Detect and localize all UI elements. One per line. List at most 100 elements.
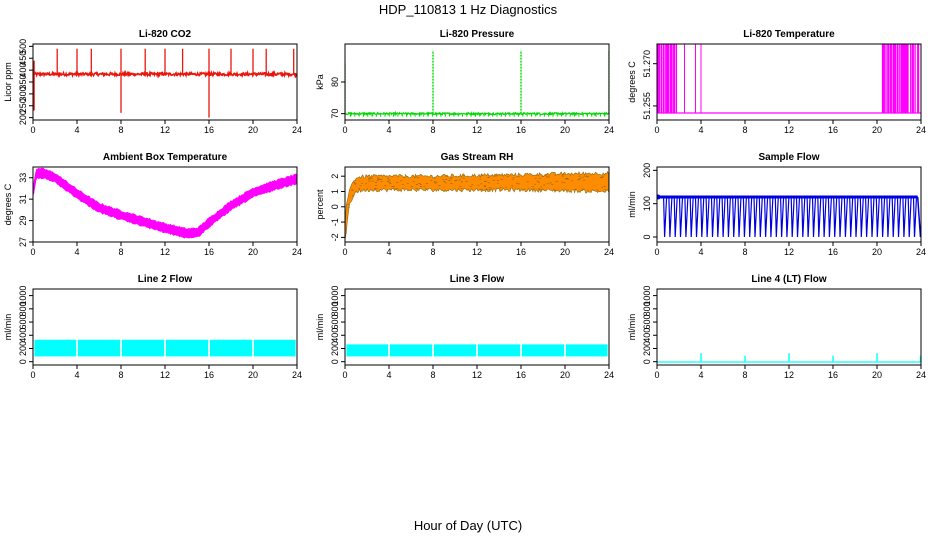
chart-4-band: [33, 167, 297, 239]
chart-2-xtick-label-6: 24: [604, 125, 614, 135]
chart-8-xtick-label-0: 0: [342, 370, 347, 380]
chart-6-ytick-label-0: 0: [642, 234, 652, 239]
chart-3-xtick-label-4: 16: [828, 125, 838, 135]
chart-5-ytick-label-3: 1: [330, 189, 340, 194]
chart-3-ytick-label-0: 51.255: [642, 92, 652, 120]
chart-4-xtick-label-2: 8: [118, 247, 123, 257]
chart-2-xtick-label-0: 0: [342, 125, 347, 135]
chart-9-xtick-label-2: 8: [742, 370, 747, 380]
chart-4-xtick-label-6: 24: [292, 247, 302, 257]
chart-8-xtick-label-4: 16: [516, 370, 526, 380]
chart-2-series: [345, 110, 609, 117]
chart-9-ytick-label-2: 400: [642, 328, 652, 343]
chart-9-ytick-label-4: 800: [642, 301, 652, 316]
chart-9-data: [657, 353, 921, 363]
chart-3-frame: [656, 43, 922, 121]
chart-1-ytick-label-5: 450: [18, 51, 28, 66]
chart-1-ytick-label-6: 500: [18, 39, 28, 54]
chart-1-xtick-label-4: 16: [204, 125, 214, 135]
chart-6-ylabel: ml/min: [627, 191, 637, 218]
chart-6-xtick-label-5: 20: [872, 247, 882, 257]
chart-5-xtick-label-6: 24: [604, 247, 614, 257]
chart-5-xtick-label-1: 4: [386, 247, 391, 257]
chart-9-xtick-label-1: 4: [698, 370, 703, 380]
chart-5-xtick-label-3: 12: [472, 247, 482, 257]
chart-1-title: Li-820 CO2: [139, 29, 192, 40]
chart-5-data: [345, 170, 609, 239]
chart-7-data: [34, 339, 296, 357]
chart-3-xtick-label-0: 0: [654, 125, 659, 135]
chart-9-xtick-label-3: 12: [784, 370, 794, 380]
chart-7-title: Line 2 Flow: [138, 274, 193, 285]
chart-8-ytick-label-5: 1000: [330, 286, 340, 306]
chart-4-xtick-label-4: 16: [204, 247, 214, 257]
chart-2-data: [345, 50, 609, 117]
chart-3-dense-1: [881, 44, 920, 113]
chart-8-xtick-label-6: 24: [604, 370, 614, 380]
chart-8-segment-1: [389, 345, 433, 357]
chart-4-xtick-label-1: 4: [74, 247, 79, 257]
chart-5-ytick-label-0: -2: [330, 233, 340, 241]
chart-8-title: Line 3 Flow: [450, 274, 505, 285]
chart-7-xtick-label-3: 12: [160, 370, 170, 380]
page-title: HDP_110813 1 Hz Diagnostics: [378, 2, 558, 17]
chart-9-ytick-label-3: 600: [642, 315, 652, 330]
chart-2-xtick-label-5: 20: [560, 125, 570, 135]
chart-9-ytick-label-0: 0: [642, 359, 652, 364]
chart-1-ylabel: Licor ppm: [3, 62, 13, 102]
chart-4-data: [33, 167, 297, 239]
chart-7-segment-1: [77, 340, 121, 357]
chart-3-xtick-label-2: 8: [742, 125, 747, 135]
chart-8-ytick-label-3: 600: [330, 315, 340, 330]
chart-5-xtick-label-0: 0: [342, 247, 347, 257]
chart-1-xtick-label-0: 0: [30, 125, 35, 135]
chart-7-ytick-label-5: 1000: [18, 286, 28, 306]
chart-2-xtick-label-1: 4: [386, 125, 391, 135]
chart-7-xtick-label-0: 0: [30, 370, 35, 380]
chart-4-xtick-label-5: 20: [248, 247, 258, 257]
chart-1-ytick-label-4: 400: [18, 63, 28, 78]
chart-7-xtick-label-2: 8: [118, 370, 123, 380]
chart-4-ytick-label-2: 31: [18, 194, 28, 204]
chart-4-ytick-label-1: 29: [18, 216, 28, 226]
chart-5-xtick-label-4: 16: [516, 247, 526, 257]
chart-6-title: Sample Flow: [758, 152, 819, 163]
chart-6-xtick-label-4: 16: [828, 247, 838, 257]
chart-5-texture: [347, 173, 607, 208]
chart-7-xtick-label-1: 4: [74, 370, 79, 380]
chart-8-ytick-label-1: 200: [330, 341, 340, 356]
chart-2-ytick-label-0: 70: [330, 109, 340, 119]
chart-8-xtick-label-1: 4: [386, 370, 391, 380]
chart-4-ytick-label-3: 33: [18, 173, 28, 183]
chart-3-xtick-label-5: 20: [872, 125, 882, 135]
chart-9-title: Line 4 (LT) Flow: [751, 274, 827, 285]
chart-7-ytick-label-1: 200: [18, 341, 28, 356]
chart-2-title: Li-820 Pressure: [440, 29, 515, 40]
chart-1-ytick-label-0: 200: [18, 110, 28, 125]
chart-4-xtick-label-0: 0: [30, 247, 35, 257]
chart-3-ylabel: degrees C: [627, 61, 637, 103]
chart-5-band: [345, 170, 609, 239]
chart-4-title: Ambient Box Temperature: [103, 152, 228, 163]
chart-6-ytick-label-1: 100: [642, 196, 652, 211]
chart-1-xtick-label-3: 12: [160, 125, 170, 135]
chart-7-xtick-label-5: 20: [248, 370, 258, 380]
chart-2-xtick-label-4: 16: [516, 125, 526, 135]
chart-6-data: [657, 194, 921, 238]
chart-5-ytick-label-1: -1: [330, 218, 340, 226]
chart-8-xtick-label-2: 8: [430, 370, 435, 380]
chart-8-xtick-label-5: 20: [560, 370, 570, 380]
chart-2-ylabel: kPa: [315, 74, 325, 90]
chart-6: 0 4 8 12 16 20 24 0 100 200 ml/min Sample Flow: [627, 152, 926, 257]
chart-7-segment-2: [121, 340, 165, 357]
chart-7-segment-5: [253, 340, 296, 357]
chart-3-xtick-label-3: 12: [784, 125, 794, 135]
chart-2-xtick-label-2: 8: [430, 125, 435, 135]
chart-3-xtick-label-6: 24: [916, 125, 926, 135]
chart-6-xtick-label-1: 4: [698, 247, 703, 257]
